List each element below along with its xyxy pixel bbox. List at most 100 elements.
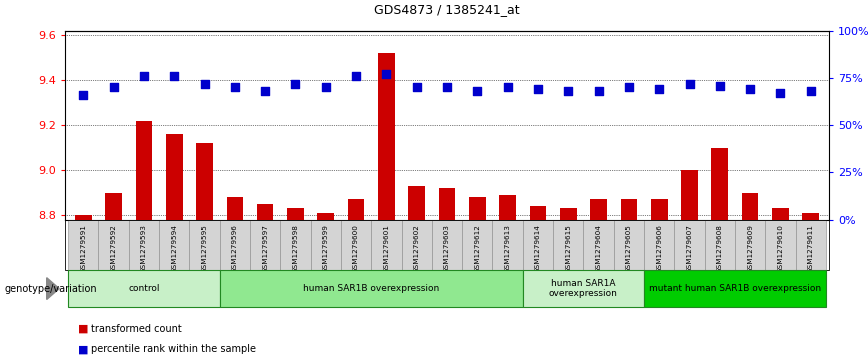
Bar [742, 193, 759, 363]
Bar [257, 204, 273, 363]
Point [137, 73, 151, 79]
Text: GSM1279595: GSM1279595 [201, 224, 207, 273]
Bar [644, 220, 674, 270]
Bar [372, 220, 402, 270]
Bar [196, 143, 213, 363]
Bar [553, 220, 583, 270]
Text: GSM1279596: GSM1279596 [232, 224, 238, 273]
Point [562, 88, 575, 94]
Bar [705, 220, 735, 270]
Bar [75, 215, 92, 363]
Text: GSM1279591: GSM1279591 [80, 224, 86, 273]
Bar [802, 213, 819, 363]
Text: GSM1279601: GSM1279601 [384, 224, 390, 273]
Text: GDS4873 / 1385241_at: GDS4873 / 1385241_at [374, 3, 520, 16]
Bar [462, 220, 492, 270]
Bar [220, 220, 250, 270]
Text: GSM1279598: GSM1279598 [293, 224, 299, 273]
Bar [250, 220, 280, 270]
Bar [681, 170, 698, 363]
Point [349, 73, 363, 79]
Text: GSM1279611: GSM1279611 [808, 224, 814, 273]
Point [713, 83, 727, 89]
Text: GSM1279608: GSM1279608 [717, 224, 723, 273]
Bar [311, 220, 341, 270]
Bar [68, 220, 98, 270]
Bar [159, 220, 189, 270]
Text: GSM1279603: GSM1279603 [444, 224, 450, 273]
Point [470, 88, 484, 94]
Bar [796, 220, 826, 270]
Point [168, 73, 181, 79]
Text: ■: ■ [78, 344, 89, 354]
Text: GSM1279606: GSM1279606 [656, 224, 662, 273]
Text: percentile rank within the sample: percentile rank within the sample [91, 344, 256, 354]
Bar [408, 186, 425, 363]
Bar [341, 220, 372, 270]
Point [622, 85, 636, 90]
Bar [166, 134, 182, 363]
Bar [438, 188, 456, 363]
Text: genotype/variation: genotype/variation [4, 284, 97, 294]
Point [379, 72, 393, 77]
Bar [227, 197, 243, 363]
Text: transformed count: transformed count [91, 323, 182, 334]
Text: GSM1279613: GSM1279613 [504, 224, 510, 273]
Point [288, 81, 302, 87]
Text: GSM1279597: GSM1279597 [262, 224, 268, 273]
Point [773, 90, 787, 96]
Text: GSM1279605: GSM1279605 [626, 224, 632, 273]
Bar [621, 199, 637, 363]
Bar [469, 197, 486, 363]
Text: GSM1279607: GSM1279607 [687, 224, 693, 273]
Text: GSM1279609: GSM1279609 [747, 224, 753, 273]
Point [743, 86, 757, 92]
Point [107, 85, 121, 90]
Bar [651, 199, 667, 363]
Text: GSM1279593: GSM1279593 [141, 224, 147, 273]
Point [682, 81, 696, 87]
Bar [523, 220, 553, 270]
Text: GSM1279610: GSM1279610 [778, 224, 784, 273]
Point [228, 85, 242, 90]
Text: GSM1279600: GSM1279600 [353, 224, 359, 273]
Text: mutant human SAR1B overexpression: mutant human SAR1B overexpression [649, 284, 821, 293]
Point [319, 85, 332, 90]
Point [258, 88, 272, 94]
Text: GSM1279614: GSM1279614 [535, 224, 541, 273]
Bar [220, 270, 523, 307]
Text: human SAR1A
overexpression: human SAR1A overexpression [549, 279, 618, 298]
Bar [529, 206, 546, 363]
Bar [523, 270, 644, 307]
Point [501, 85, 515, 90]
Point [592, 88, 606, 94]
Text: GSM1279592: GSM1279592 [110, 224, 116, 273]
Bar [583, 220, 614, 270]
Text: GSM1279604: GSM1279604 [595, 224, 602, 273]
Bar [105, 193, 122, 363]
Bar [499, 195, 516, 363]
Bar [189, 220, 220, 270]
Bar [766, 220, 796, 270]
Bar [735, 220, 766, 270]
Bar [773, 208, 789, 363]
Bar [318, 213, 334, 363]
Bar [560, 208, 576, 363]
Bar [674, 220, 705, 270]
Polygon shape [47, 278, 59, 299]
Bar [348, 199, 365, 363]
Text: GSM1279602: GSM1279602 [414, 224, 420, 273]
Bar [432, 220, 462, 270]
Text: GSM1279594: GSM1279594 [171, 224, 177, 273]
Point [804, 88, 818, 94]
Point [652, 86, 666, 92]
Text: GSM1279615: GSM1279615 [565, 224, 571, 273]
Bar [590, 199, 607, 363]
Point [198, 81, 212, 87]
Point [440, 85, 454, 90]
Bar [712, 148, 728, 363]
Bar [614, 220, 644, 270]
Text: control: control [128, 284, 160, 293]
Bar [492, 220, 523, 270]
Bar [280, 220, 311, 270]
